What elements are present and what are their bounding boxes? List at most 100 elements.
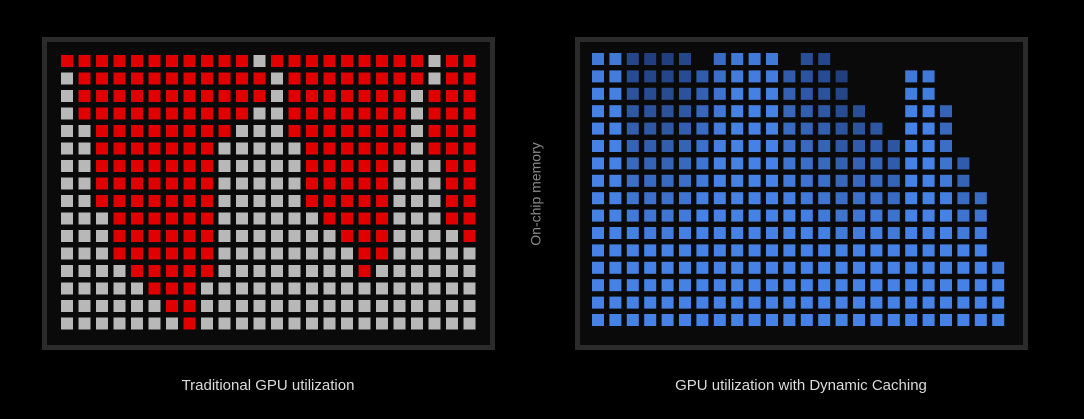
- free-cell: [201, 317, 213, 330]
- used-cell: [166, 142, 178, 155]
- used-cell: [201, 125, 213, 137]
- used-cell: [183, 142, 196, 155]
- cache-cell: [887, 244, 900, 257]
- cache-cell: [626, 157, 639, 170]
- used-cell: [201, 195, 213, 207]
- used-cell: [236, 55, 248, 67]
- used-cell: [376, 247, 388, 260]
- used-cell: [376, 177, 388, 190]
- free-cell: [411, 212, 423, 225]
- free-cell: [306, 265, 318, 277]
- cache-cell: [766, 140, 778, 152]
- used-cell: [96, 142, 108, 155]
- free-cell: [218, 230, 231, 242]
- cache-cell: [696, 244, 709, 257]
- cache-cell: [922, 174, 935, 187]
- free-cell: [253, 265, 266, 277]
- free-cell: [96, 282, 108, 295]
- used-cell: [148, 142, 161, 155]
- cache-cell: [905, 122, 918, 135]
- free-cell: [463, 247, 476, 260]
- cache-cell: [766, 122, 778, 135]
- free-cell: [411, 177, 423, 190]
- used-cell: [323, 107, 336, 120]
- used-cell: [446, 195, 458, 207]
- free-cell: [96, 300, 108, 312]
- cache-cell: [592, 209, 604, 222]
- cache-cell: [766, 227, 778, 239]
- used-cell: [463, 177, 476, 190]
- free-cell: [323, 317, 336, 330]
- used-cell: [166, 195, 178, 207]
- cache-cell: [679, 105, 691, 118]
- cache-cell: [974, 209, 987, 222]
- cache-cell: [644, 314, 657, 326]
- used-cell: [148, 160, 161, 172]
- used-cell: [323, 72, 336, 85]
- used-cell: [306, 160, 318, 172]
- cache-cell: [609, 261, 622, 274]
- cache-cell: [766, 314, 778, 326]
- cache-cell: [853, 174, 865, 187]
- cache-cell: [696, 87, 709, 100]
- free-cell: [463, 265, 476, 277]
- cache-cell: [870, 314, 883, 326]
- free-cell: [148, 300, 161, 312]
- cache-cell: [783, 105, 796, 118]
- free-cell: [446, 265, 458, 277]
- free-cell: [411, 300, 423, 312]
- free-cell: [78, 247, 91, 260]
- cache-cell: [661, 157, 674, 170]
- free-cell: [411, 265, 423, 277]
- cache-cell: [748, 157, 761, 170]
- free-cell: [236, 177, 248, 190]
- cache-cell: [748, 314, 761, 326]
- used-cell: [131, 177, 143, 190]
- free-cell: [236, 212, 248, 225]
- cache-cell: [713, 192, 726, 205]
- cache-cell: [696, 70, 709, 83]
- cache-cell: [818, 209, 831, 222]
- used-cell: [323, 90, 336, 102]
- free-cell: [393, 265, 406, 277]
- used-cell: [428, 107, 441, 120]
- cache-cell: [644, 122, 657, 135]
- free-cell: [428, 195, 441, 207]
- cache-cell: [713, 157, 726, 170]
- free-cell: [201, 282, 213, 295]
- cache-cell: [783, 261, 796, 274]
- cache-cell: [922, 70, 935, 83]
- used-cell: [323, 195, 336, 207]
- cache-cell: [609, 296, 622, 309]
- used-cell: [131, 265, 143, 277]
- cache-cell: [957, 279, 970, 292]
- cache-cell: [835, 244, 848, 257]
- cache-cell: [766, 105, 778, 118]
- free-cell: [411, 282, 423, 295]
- cache-cell: [835, 70, 848, 83]
- used-cell: [306, 90, 318, 102]
- free-cell: [358, 282, 371, 295]
- cache-cell: [592, 244, 604, 257]
- cache-cell: [644, 261, 657, 274]
- free-cell: [253, 247, 266, 260]
- used-cell: [166, 107, 178, 120]
- used-cell: [358, 125, 371, 137]
- used-cell: [376, 107, 388, 120]
- cache-cell: [887, 261, 900, 274]
- free-cell: [341, 317, 353, 330]
- free-cell: [271, 300, 283, 312]
- used-cell: [201, 142, 213, 155]
- used-cell: [376, 160, 388, 172]
- used-cell: [236, 90, 248, 102]
- cache-cell: [731, 140, 744, 152]
- traditional-grid: [61, 55, 476, 330]
- cache-cell: [644, 140, 657, 152]
- cache-cell: [800, 244, 813, 257]
- free-cell: [323, 247, 336, 260]
- used-cell: [113, 90, 126, 102]
- free-cell: [446, 300, 458, 312]
- axis-label: On-chip memory: [528, 142, 544, 245]
- used-cell: [288, 125, 301, 137]
- dynamic-grid: [592, 53, 1005, 326]
